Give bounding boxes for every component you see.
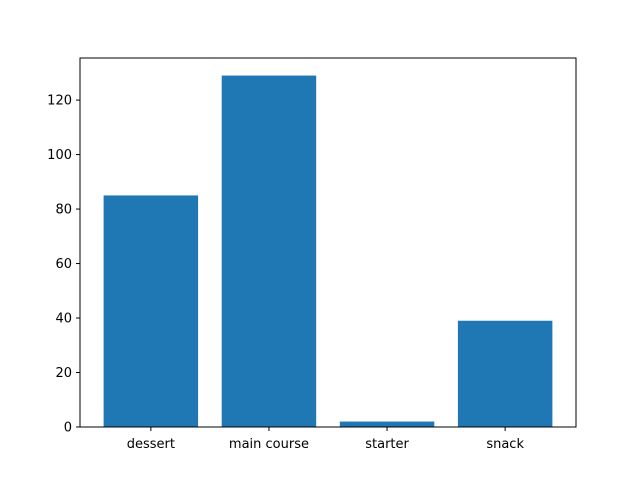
x-axis: dessert main course starter snack (127, 427, 524, 452)
x-tick-label: dessert (127, 437, 175, 452)
x-tick-label: main course (229, 437, 309, 452)
bar-main-course (221, 75, 317, 428)
y-tick-label: 20 (55, 366, 72, 381)
x-tick-label: starter (365, 437, 409, 452)
bar-dessert (103, 195, 199, 427)
bar-snack (457, 320, 553, 427)
y-tick-label: 60 (55, 257, 72, 272)
plot-frame (79, 57, 577, 428)
bar-starter (339, 421, 435, 427)
x-tick-label: snack (486, 437, 524, 452)
y-axis: 0 20 40 60 80 100 120 (47, 94, 80, 436)
y-tick-label: 0 (64, 421, 72, 436)
y-tick-label: 80 (55, 203, 72, 218)
y-tick-label: 100 (47, 148, 72, 163)
bars-group (103, 75, 553, 428)
y-tick-label: 120 (47, 94, 72, 109)
y-tick-label: 40 (55, 312, 72, 327)
